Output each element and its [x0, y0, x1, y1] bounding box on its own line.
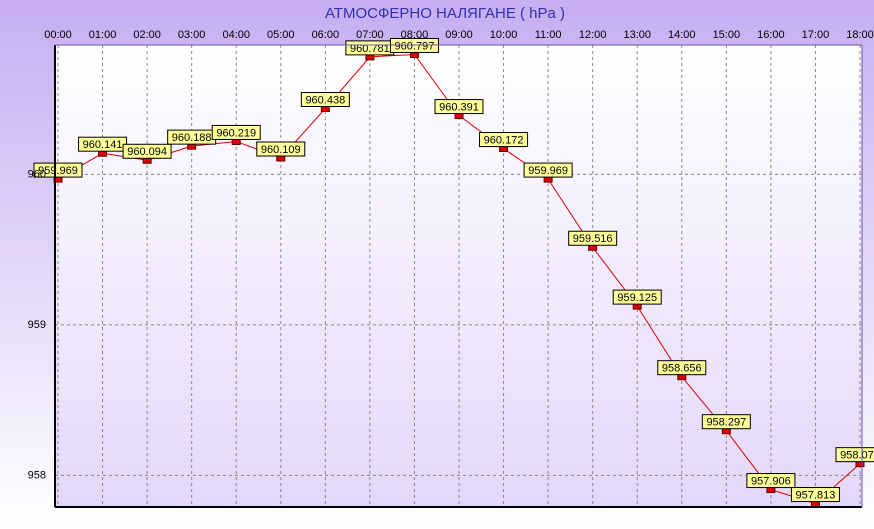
x-tick-label: 07:00 [356, 29, 384, 41]
x-tick-label: 06:00 [312, 29, 340, 41]
data-label-box [479, 132, 529, 148]
x-tick-label: 04:00 [222, 29, 250, 41]
data-label: 960.094 [127, 146, 167, 158]
data-label-box [434, 99, 484, 115]
x-tick-label: 18:00 [846, 29, 874, 41]
data-label: 958.078 [840, 450, 874, 462]
data-label: 959.516 [573, 233, 613, 245]
data-label-box [790, 487, 840, 503]
data-label: 957.906 [751, 475, 791, 487]
data-label-box [835, 447, 874, 463]
data-label-box [612, 289, 662, 305]
data-label-box [300, 92, 350, 108]
data-label: 960.172 [484, 134, 524, 146]
x-tick-label: 16:00 [757, 29, 785, 41]
data-label: 960.188 [172, 132, 212, 144]
data-label: 958.656 [662, 363, 702, 375]
x-tick-label: 00:00 [44, 29, 72, 41]
data-label: 960.141 [83, 139, 123, 151]
data-label: 960.219 [216, 127, 256, 139]
data-label: 960.438 [305, 94, 345, 106]
marks: 959.969 960.141 960.094 960.188 960.219 960.1… [33, 37, 874, 508]
x-tick-label: 17:00 [802, 29, 830, 41]
data-label-box [746, 473, 796, 489]
x-tick-label: 02:00 [133, 29, 161, 41]
data-label-box [211, 124, 261, 140]
data-label-box [657, 360, 707, 376]
data-label: 960.109 [261, 144, 301, 156]
data-label: 960.797 [395, 40, 435, 52]
x-tick-label: 05:00 [267, 29, 295, 41]
x-tick-label: 10:00 [490, 29, 518, 41]
chart-title: АТМОСФЕРНО НАЛЯГАНЕ ( hPa ) [325, 5, 565, 22]
data-label-box [122, 143, 172, 159]
x-tick-label: 13:00 [623, 29, 651, 41]
x-tick-label: 11:00 [535, 29, 562, 41]
data-label-box [568, 230, 618, 246]
data-label-box [701, 414, 751, 430]
data-label: 959.969 [38, 165, 78, 177]
x-tick-label: 09:00 [445, 29, 473, 41]
x-tick-label: 08:00 [401, 29, 429, 41]
x-tick-label: 12:00 [579, 29, 607, 41]
data-label: 959.125 [617, 292, 657, 304]
x-tick-label: 03:00 [178, 29, 206, 41]
y-tick-label: 959 [28, 319, 46, 331]
data-label-box [256, 141, 306, 157]
data-label: 960.391 [439, 101, 479, 113]
y-tick-label: 960 [28, 168, 46, 180]
data-label: 959.969 [528, 165, 568, 177]
x-tick-label: 01:00 [89, 29, 117, 41]
data-label: 958.297 [706, 417, 746, 429]
data-label-box [523, 162, 573, 178]
x-tick-label: 15:00 [713, 29, 741, 41]
x-tick-label: 14:00 [668, 29, 696, 41]
y-tick-label: 958 [28, 469, 46, 481]
data-label-box [33, 162, 83, 178]
data-label: 960.781 [350, 43, 390, 55]
data-label: 957.813 [796, 489, 836, 501]
